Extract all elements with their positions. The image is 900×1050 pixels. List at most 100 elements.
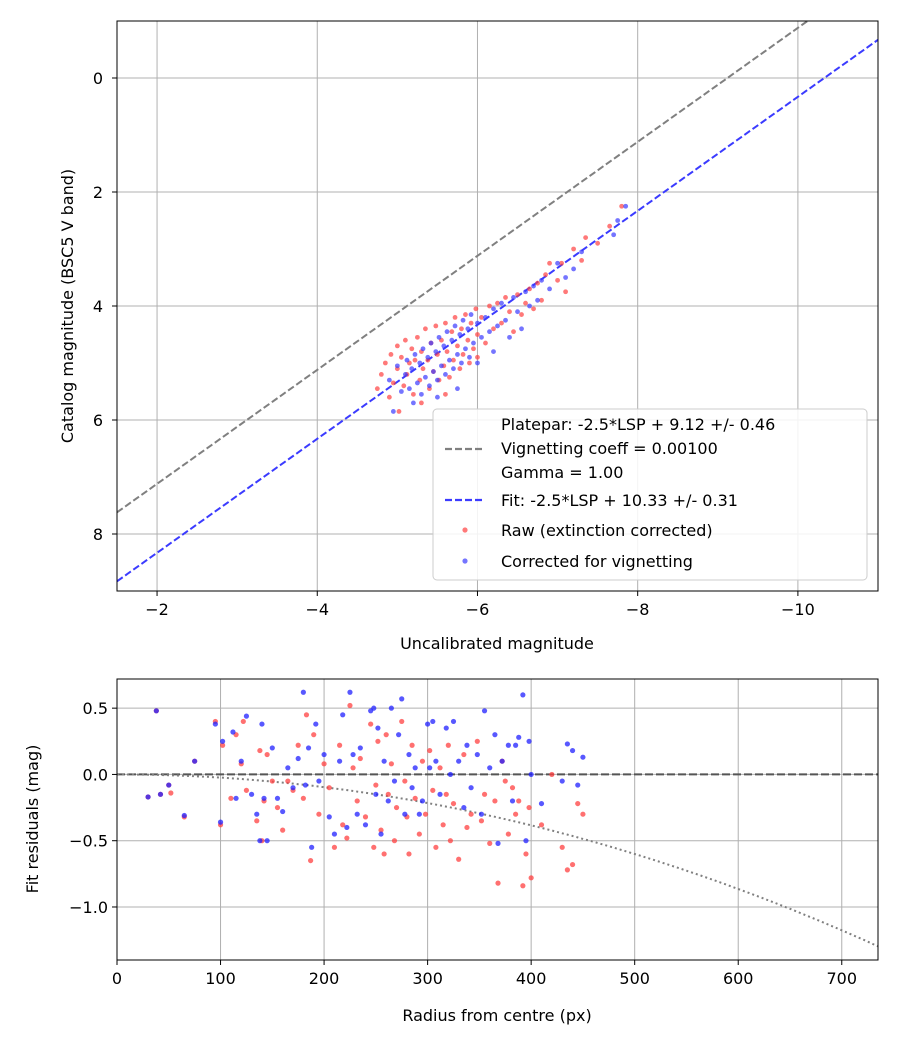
raw-point xyxy=(401,383,407,389)
vignetting-curve xyxy=(117,773,878,948)
corrected-residual-point xyxy=(145,794,151,800)
raw-residual-point xyxy=(300,795,306,801)
raw-point xyxy=(479,315,484,320)
corrected-residual-point xyxy=(326,814,332,820)
raw-residual-point xyxy=(326,785,332,791)
corrected-point xyxy=(435,377,440,383)
raw-residual-point xyxy=(337,742,343,748)
raw-residual-point xyxy=(520,883,526,889)
corrected-residual-point xyxy=(559,778,565,784)
raw-residual-point xyxy=(228,795,234,801)
legend-corrected-label: Corrected for vignetting xyxy=(501,552,693,571)
raw-point xyxy=(491,326,496,332)
corrected-residual-point xyxy=(290,785,296,791)
corrected-point xyxy=(427,383,432,389)
corrected-point xyxy=(390,409,396,414)
raw-residual-point xyxy=(308,857,314,864)
corrected-point xyxy=(444,329,450,335)
corrected-residual-point xyxy=(538,800,545,807)
corrected-point xyxy=(483,315,488,320)
corrected-residual-point xyxy=(499,758,505,764)
legend-platepar-label-1: Platepar: -2.5*LSP + 9.12 +/- 0.46 xyxy=(501,415,775,434)
corrected-residual-point xyxy=(487,765,493,771)
raw-residual-point xyxy=(264,751,270,758)
raw-point xyxy=(455,343,460,349)
corrected-residual-point xyxy=(505,742,511,748)
raw-residual-point xyxy=(373,782,379,788)
raw-residual-point xyxy=(526,804,532,811)
corrected-point xyxy=(417,360,423,366)
corrected-residual-point xyxy=(300,689,306,695)
corrected-residual-point xyxy=(443,725,449,731)
raw-residual-point xyxy=(269,778,275,784)
corrected-residual-point xyxy=(166,782,172,788)
corrected-point xyxy=(535,297,540,303)
corrected-residual-point xyxy=(575,782,581,788)
corrected-point xyxy=(420,346,426,352)
raw-point xyxy=(475,354,480,360)
raw-point xyxy=(447,374,452,380)
raw-point xyxy=(386,394,392,400)
corrected-point xyxy=(571,266,576,272)
corrected-residual-point xyxy=(391,778,398,784)
raw-point xyxy=(460,352,466,357)
corrected-residual-point xyxy=(217,819,224,825)
corrected-point xyxy=(519,326,524,332)
raw-point xyxy=(563,289,568,295)
raw-point xyxy=(473,306,479,312)
corrected-point xyxy=(452,323,458,329)
bottom-x-tick-label: 200 xyxy=(309,969,340,988)
raw-point xyxy=(382,360,388,366)
corrected-residual-point xyxy=(354,811,360,817)
raw-residual-point xyxy=(440,822,446,828)
raw-point xyxy=(390,380,396,386)
raw-residual-point xyxy=(344,835,350,841)
raw-point xyxy=(452,315,458,320)
raw-point xyxy=(433,323,439,329)
top-y-axis-label: Catalog magnitude (BSC5 V band) xyxy=(58,169,77,443)
corrected-point xyxy=(412,352,418,357)
corrected-residual-point xyxy=(402,811,408,817)
corrected-residual-point xyxy=(153,708,159,714)
raw-residual-point xyxy=(464,824,470,831)
corrected-residual-point xyxy=(254,811,260,817)
corrected-point xyxy=(491,306,496,312)
raw-residual-point xyxy=(220,742,226,748)
corrected-residual-point xyxy=(375,725,381,731)
corrected-residual-point xyxy=(468,785,474,791)
corrected-residual-point xyxy=(362,822,369,828)
corrected-residual-point xyxy=(450,718,457,725)
raw-residual-point xyxy=(509,785,516,791)
corrected-residual-point xyxy=(316,778,322,784)
corrected-residual-point xyxy=(157,791,164,797)
raw-residual-point xyxy=(564,867,570,873)
raw-residual-point xyxy=(516,798,522,804)
raw-residual-point xyxy=(388,761,394,767)
legend-corrected-marker xyxy=(462,558,468,564)
corrected-point xyxy=(394,363,400,369)
legend-raw-marker xyxy=(462,527,468,533)
corrected-residual-point xyxy=(280,808,286,815)
top-y-ticks: 0 2 4 6 8 xyxy=(93,69,117,544)
corrected-point xyxy=(419,391,424,397)
corrected-point xyxy=(398,389,404,394)
corrected-residual-point xyxy=(419,798,426,804)
corrected-point xyxy=(465,326,471,332)
corrected-residual-point xyxy=(321,751,327,758)
corrected-point xyxy=(386,377,392,383)
raw-residual-point xyxy=(474,738,480,744)
raw-residual-point xyxy=(468,811,474,817)
top-x-tick-label: −4 xyxy=(305,600,329,619)
raw-residual-point xyxy=(357,755,363,762)
bottom-reference-lines xyxy=(117,773,878,948)
raw-residual-point xyxy=(243,787,250,793)
corrected-residual-point xyxy=(257,838,263,844)
raw-residual-point xyxy=(513,811,519,817)
corrected-residual-point xyxy=(409,785,415,791)
corrected-residual-point xyxy=(378,831,384,837)
corrected-point xyxy=(439,363,444,369)
corrected-residual-point xyxy=(347,689,353,695)
raw-residual-point xyxy=(391,838,398,844)
corrected-point xyxy=(459,360,464,366)
corrected-residual-point xyxy=(495,840,501,846)
